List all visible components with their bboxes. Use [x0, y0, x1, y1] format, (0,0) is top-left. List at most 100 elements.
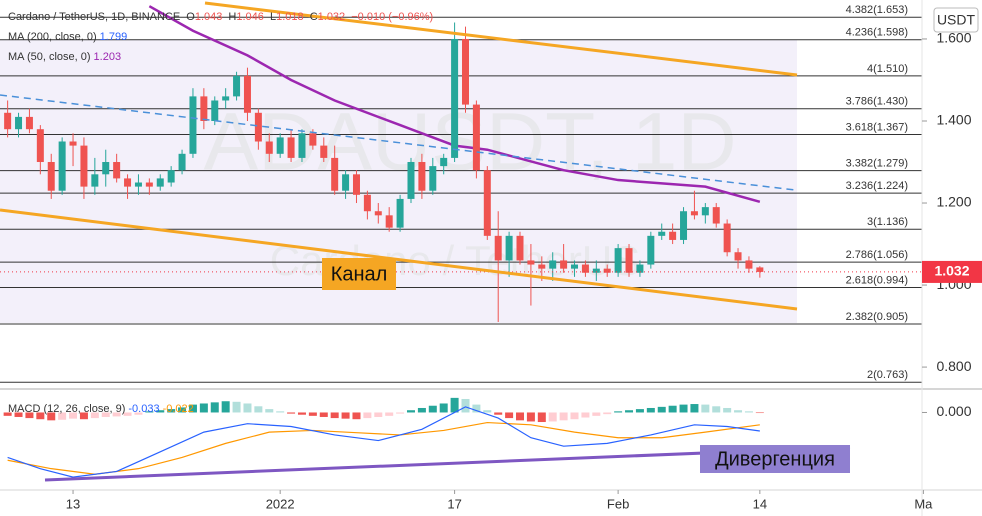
- candle-body: [25, 116, 33, 130]
- histogram-bar: [101, 412, 110, 417]
- divergence-label: Дивергенция: [715, 448, 835, 470]
- candle-body: [47, 162, 55, 191]
- histogram-bar: [385, 412, 394, 416]
- ma-name: MA (200, close, 0): [8, 31, 97, 43]
- fib-label: 2.618(0.994): [846, 274, 908, 286]
- candle-body: [265, 141, 273, 154]
- histogram-bar: [199, 403, 208, 413]
- last-price-box: [922, 260, 982, 283]
- x-tick-label: Feb: [607, 496, 629, 511]
- histogram-bar: [319, 412, 328, 417]
- candle-body: [451, 38, 459, 158]
- histogram-bar: [58, 412, 67, 420]
- histogram-bar: [581, 412, 590, 418]
- channel-line: [204, 1, 798, 77]
- histogram-bar: [254, 406, 263, 413]
- candle-body: [418, 162, 426, 191]
- divergence-label-box: [700, 445, 850, 473]
- trend-line: [0, 94, 796, 191]
- histogram-bar: [210, 402, 219, 413]
- x-tick-label: 17: [447, 496, 461, 511]
- histogram-bar: [461, 398, 470, 413]
- signal-line: [7, 421, 760, 475]
- ma-line: [148, 5, 761, 203]
- histogram-bar: [505, 412, 514, 419]
- last-price-label: 1.032: [934, 263, 969, 279]
- candle-body: [243, 75, 251, 113]
- histogram-bar: [330, 412, 339, 419]
- histogram-bar: [603, 412, 612, 415]
- histogram-bar: [178, 407, 187, 413]
- fib-zone: [0, 40, 797, 323]
- histogram-bar: [734, 410, 743, 413]
- candle-body: [222, 96, 230, 101]
- candle-body: [320, 145, 328, 158]
- change: −0.010 (−0.96%): [351, 11, 434, 23]
- histogram-bar: [374, 412, 383, 417]
- fib-label: 2.382(0.905): [846, 311, 908, 323]
- y-tick-label: 0.800: [936, 358, 971, 374]
- fib-label: 3(1.136): [867, 216, 908, 228]
- currency[interactable]: USDT: [937, 12, 976, 28]
- x-tick-label: 13: [66, 496, 80, 511]
- histogram-bar: [483, 410, 492, 413]
- candle-body: [494, 235, 502, 261]
- histogram-bar: [47, 412, 56, 421]
- channel-label-box: [322, 258, 396, 290]
- currency-box[interactable]: [933, 7, 979, 33]
- candle-body: [538, 264, 546, 269]
- candle-body: [701, 207, 709, 216]
- histogram-bar: [243, 403, 252, 413]
- histogram-bar: [614, 411, 623, 413]
- candle-body: [200, 96, 208, 121]
- candle-body: [145, 182, 153, 187]
- candle-body: [505, 235, 513, 261]
- histogram-bar: [287, 412, 296, 414]
- histogram-bar: [548, 412, 557, 422]
- fib-label: 2.786(1.056): [846, 249, 908, 261]
- histogram-bar: [134, 412, 143, 415]
- histogram-bar: [188, 404, 197, 413]
- symbol-legend: Cardano / TetherUS, 1D, BINANCE O1.043 H…: [8, 10, 436, 24]
- ohlc-value: 1.032: [317, 11, 346, 23]
- y-tick-label: 0.000: [936, 403, 971, 419]
- candle-body: [352, 174, 360, 195]
- candle-body: [680, 211, 688, 240]
- y-tick-label: 1.600: [936, 30, 971, 46]
- fib-label: 3.786(1.430): [846, 96, 908, 108]
- candle-body: [396, 198, 404, 228]
- histogram-bar: [363, 412, 372, 419]
- histogram-bar: [625, 410, 634, 413]
- histogram-bar: [516, 412, 525, 421]
- histogram-bar: [123, 412, 132, 416]
- candle-body: [516, 235, 524, 261]
- histogram-bar: [36, 412, 45, 420]
- ma-value: 1.799: [99, 31, 128, 43]
- histogram-bar: [428, 405, 437, 413]
- candle-body: [592, 268, 600, 273]
- candle-body: [363, 194, 371, 212]
- ma-value: 1.203: [93, 51, 122, 63]
- signal-value: -0.022: [162, 403, 194, 415]
- histogram-bar: [265, 409, 274, 413]
- candle-body: [80, 145, 88, 187]
- histogram-bar: [712, 406, 721, 413]
- candle-body: [440, 157, 448, 167]
- histogram-bar: [494, 412, 503, 415]
- candle-body: [756, 267, 764, 272]
- candle-body: [636, 264, 644, 273]
- candle-body: [712, 207, 720, 224]
- histogram-bar: [79, 412, 88, 420]
- macd-value: -0.033: [128, 403, 160, 415]
- histogram-bar: [690, 404, 699, 413]
- candle-body: [734, 252, 742, 261]
- histogram-bar: [723, 407, 732, 413]
- macd-pane: [3, 397, 764, 478]
- histogram-bar: [450, 397, 459, 413]
- histogram-bar: [559, 412, 568, 421]
- histogram-bar: [744, 411, 753, 413]
- candle-body: [276, 137, 284, 154]
- candle-body: [113, 162, 121, 179]
